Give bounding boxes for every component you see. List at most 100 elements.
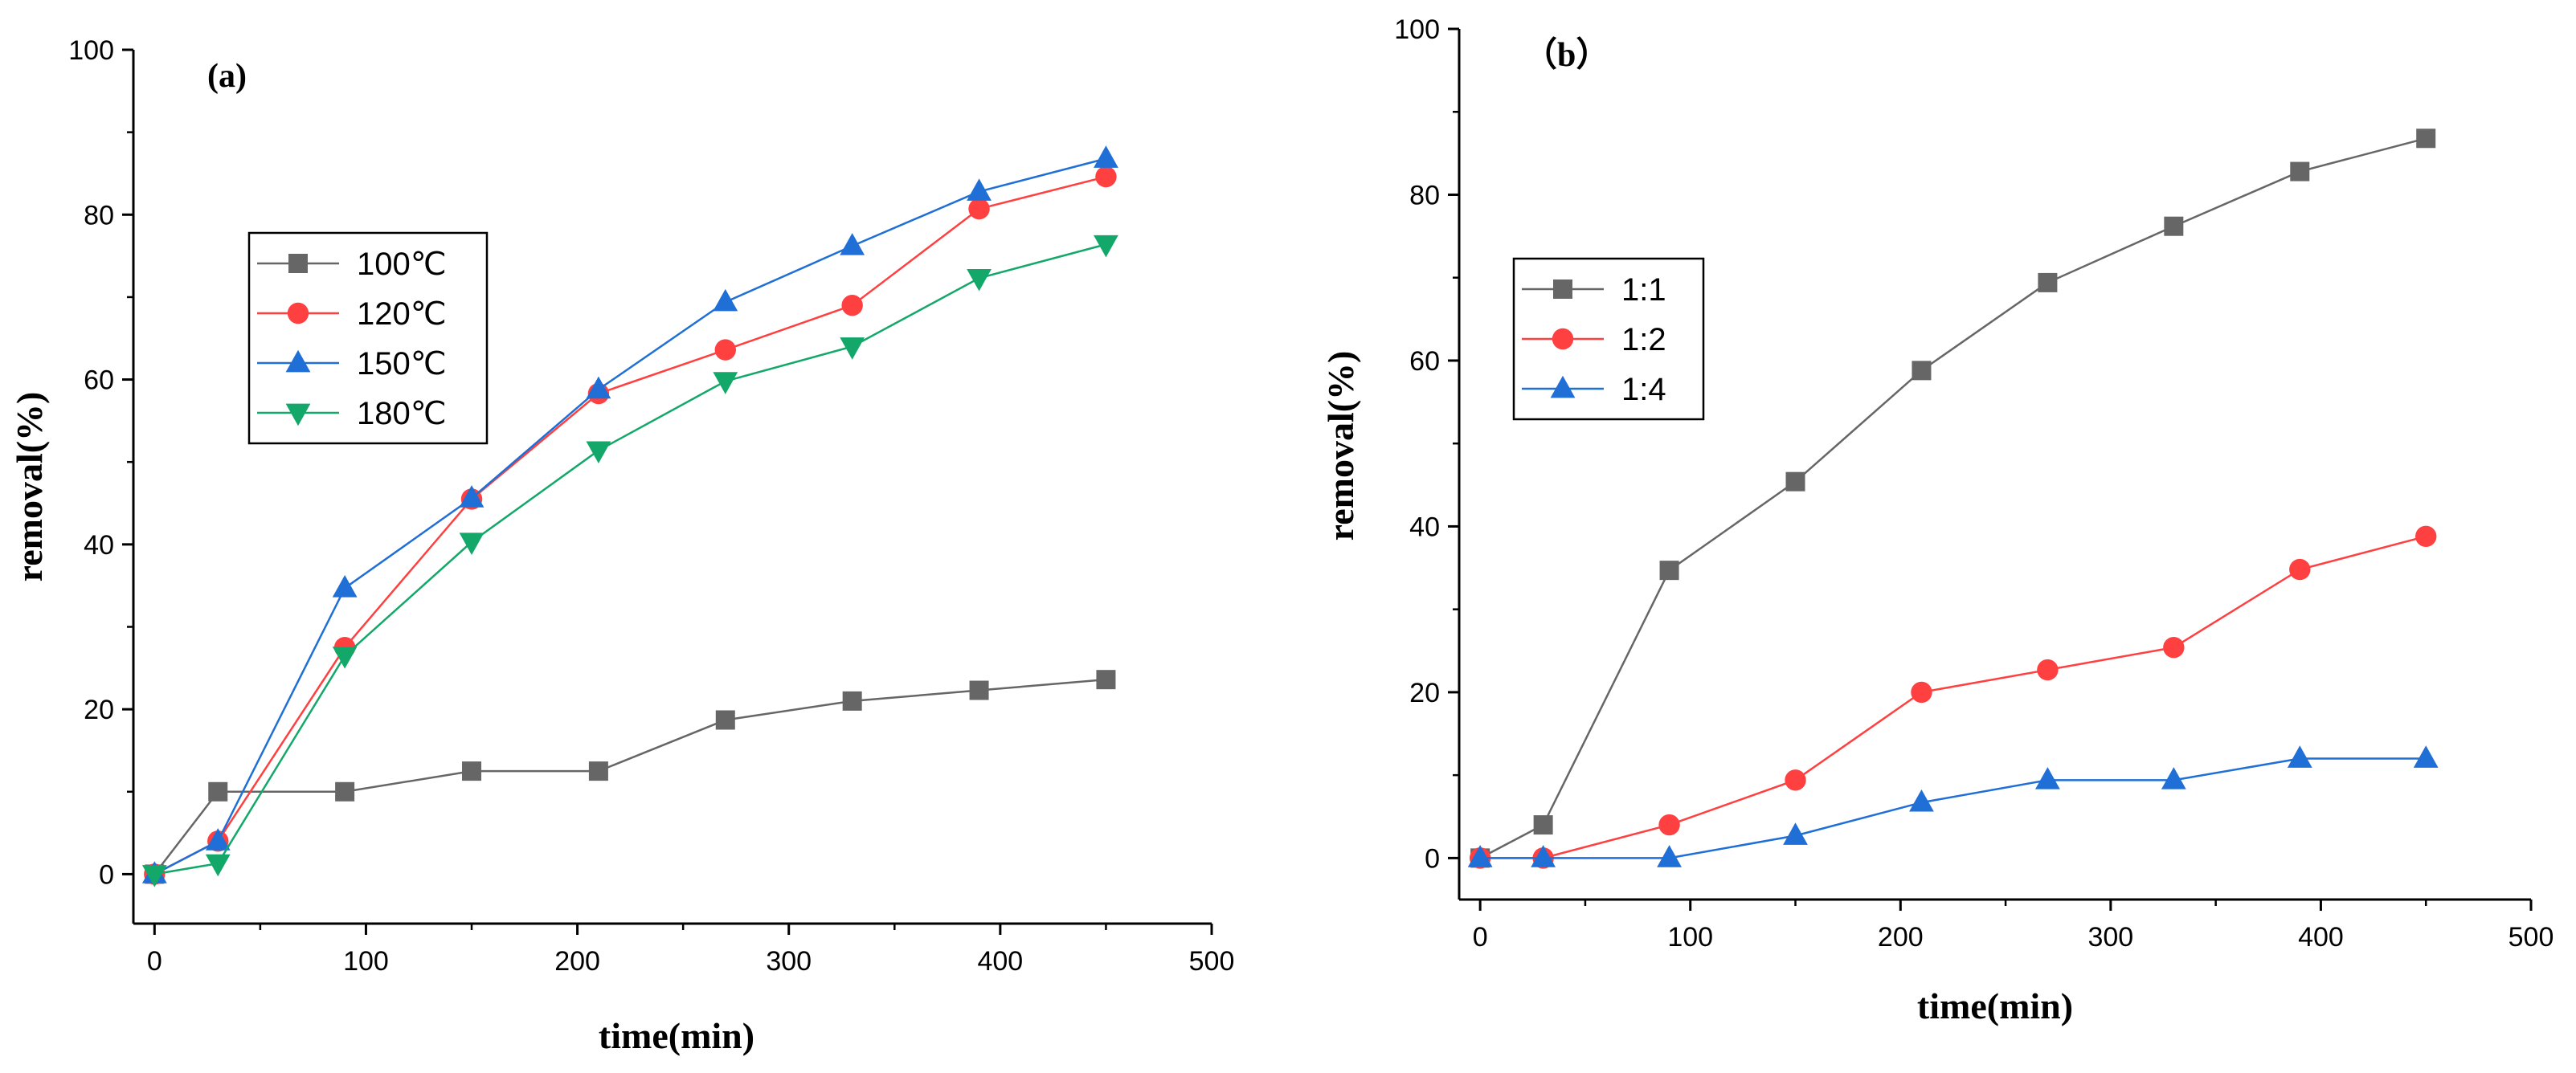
panel-a-data-point bbox=[141, 865, 167, 887]
panel-b-x-tick-label: 300 bbox=[2087, 922, 2133, 953]
panel-a-data-point bbox=[713, 372, 738, 394]
panel-b-data-point bbox=[2289, 558, 2311, 581]
panel-b-y-tick-label: 80 bbox=[1409, 180, 1440, 210]
panel-b-data-point bbox=[2161, 767, 2186, 789]
panel-a-data-point bbox=[840, 337, 865, 360]
panel-b-y-tick-label: 60 bbox=[1409, 346, 1440, 377]
panel-b-legend-label: 1:1 bbox=[1621, 272, 1666, 308]
panel-b-data-point bbox=[1533, 815, 1553, 835]
panel-a-data-point bbox=[841, 294, 863, 316]
panel-b-y-tick-label: 40 bbox=[1409, 512, 1440, 542]
panel-a-y-tick-label: 60 bbox=[84, 365, 114, 396]
panel-b-data-point bbox=[1657, 845, 1682, 867]
panel-a-data-point bbox=[967, 268, 992, 292]
panel-a-data-point bbox=[1096, 670, 1116, 690]
panel-a-data-point bbox=[332, 575, 358, 598]
panel-a-data-point bbox=[968, 198, 990, 220]
panel-b-label: （b） bbox=[1523, 36, 1609, 74]
panel-a-data-point bbox=[586, 376, 611, 399]
panel-a-legend-label: 100℃ bbox=[357, 247, 447, 282]
panel-a-data-point bbox=[586, 441, 611, 464]
panel-b-data-point bbox=[1911, 681, 1932, 704]
panel-b-y-axis-title: removal(%) bbox=[1320, 351, 1361, 541]
panel-a-data-point bbox=[459, 485, 485, 508]
panel-a-data-point bbox=[462, 761, 482, 781]
panel-a-legend-marker bbox=[287, 302, 309, 324]
panel-b-data-point bbox=[2035, 767, 2060, 789]
panel-b-data-point bbox=[1912, 361, 1932, 381]
panel-a-data-point bbox=[335, 781, 355, 802]
panel-b-y-tick-label: 100 bbox=[1394, 14, 1440, 45]
panel-b-legend-label: 1:2 bbox=[1621, 322, 1666, 357]
panel-a-y-tick-label: 40 bbox=[84, 530, 114, 561]
panel-a-x-tick-label: 400 bbox=[977, 946, 1023, 977]
panel-b-x-axis-title: time(min) bbox=[1917, 985, 2073, 1026]
panel-b-data-point bbox=[1783, 822, 1808, 845]
panel-a-data-point bbox=[842, 691, 862, 711]
panel-a-data-point bbox=[459, 532, 485, 555]
panel-a-x-tick-label: 300 bbox=[766, 946, 812, 977]
panel-b-data-point bbox=[2037, 659, 2059, 681]
panel-a-y-tick-label: 100 bbox=[68, 35, 114, 66]
panel-b-data-point bbox=[2415, 525, 2437, 548]
panel-a-data-point bbox=[332, 647, 358, 669]
panel-a-legend-marker bbox=[288, 254, 308, 273]
panel-a-data-point bbox=[205, 828, 231, 851]
panel-a-data-point bbox=[208, 781, 228, 802]
panel-a-legend-label: 180℃ bbox=[357, 396, 447, 431]
panel-b-data-point bbox=[1531, 845, 1556, 867]
panel-b-x-tick-label: 400 bbox=[2298, 922, 2344, 953]
panel-a-y-tick-label: 0 bbox=[99, 859, 114, 890]
panel-b-legend-marker bbox=[1552, 328, 1574, 350]
panel-b-data-point bbox=[2038, 272, 2058, 292]
panel-b-data-point bbox=[1467, 845, 1493, 867]
panel-a-data-point bbox=[1094, 235, 1118, 258]
panel-b-data-point bbox=[2163, 636, 2185, 659]
panel-b-series-line-0 bbox=[1479, 137, 2427, 859]
panel-b-series-line-1 bbox=[1480, 535, 2427, 859]
panel-b-x-tick-label: 500 bbox=[2509, 922, 2554, 953]
panel-b-x-tick-label: 200 bbox=[1878, 922, 1924, 953]
panel-a-legend-label: 120℃ bbox=[357, 296, 447, 332]
panel-b-data-point bbox=[1785, 769, 1806, 791]
panel-a-x-tick-label: 500 bbox=[1189, 946, 1235, 977]
panel-a-series-line-0 bbox=[153, 678, 1106, 875]
panel-b-data-point bbox=[2290, 161, 2310, 182]
panel-a-data-point bbox=[1095, 165, 1117, 188]
panel-b-y-tick-label: 0 bbox=[1425, 843, 1440, 874]
panel-a-legend-marker bbox=[285, 349, 311, 373]
panel-b-data-point bbox=[2287, 745, 2312, 768]
panel-a-data-point bbox=[713, 288, 738, 312]
panel-a-data-point bbox=[1094, 145, 1118, 168]
panel-b-legend-marker bbox=[1553, 279, 1572, 299]
panel-a-data-point bbox=[205, 854, 231, 877]
panel-b-series-line-2 bbox=[1480, 757, 2427, 859]
panel-a-y-tick-label: 20 bbox=[84, 695, 114, 725]
panel-a-x-tick-label: 200 bbox=[554, 946, 600, 977]
panel-b-data-point bbox=[1785, 471, 1805, 492]
panel-b-x-tick-label: 0 bbox=[1473, 922, 1488, 953]
panel-b-chart: 0 100 200 300 400 500 0 20 40 60 80 100 1:1 1:2 1:4 （b）… bbox=[1320, 14, 2554, 1026]
panel-a-data-point bbox=[967, 178, 992, 201]
panel-a-data-point bbox=[588, 761, 608, 781]
panel-b-data-point bbox=[1659, 561, 1679, 581]
panel-b-data-point bbox=[2416, 129, 2436, 149]
panel-a-data-point bbox=[715, 710, 735, 730]
panel-b-data-point bbox=[2164, 216, 2184, 236]
panel-a-y-axis-title: removal(%) bbox=[9, 392, 50, 582]
panel-a-legend-label: 150℃ bbox=[357, 346, 447, 381]
panel-a-x-axis-title: time(min) bbox=[599, 1015, 754, 1056]
panel-a-data-point bbox=[840, 233, 865, 255]
panel-a-chart: 0 100 200 300 400 500 0 20 40 60 80 100 100℃ 120℃ 150℃… bbox=[9, 35, 1234, 1056]
panel-b-x-tick-label: 100 bbox=[1667, 922, 1713, 953]
panel-b-legend-marker bbox=[1550, 375, 1576, 398]
panel-a-x-tick-label: 100 bbox=[343, 946, 389, 977]
panel-b-data-point bbox=[2413, 745, 2439, 768]
panel-b-legend-label: 1:4 bbox=[1621, 372, 1666, 407]
panel-b-data-point bbox=[1909, 789, 1934, 812]
panel-b-data-point bbox=[1658, 814, 1680, 836]
panel-a-data-point bbox=[714, 339, 736, 361]
panel-a-label: (a) bbox=[207, 58, 247, 95]
panel-a-y-tick-label: 80 bbox=[84, 200, 114, 231]
